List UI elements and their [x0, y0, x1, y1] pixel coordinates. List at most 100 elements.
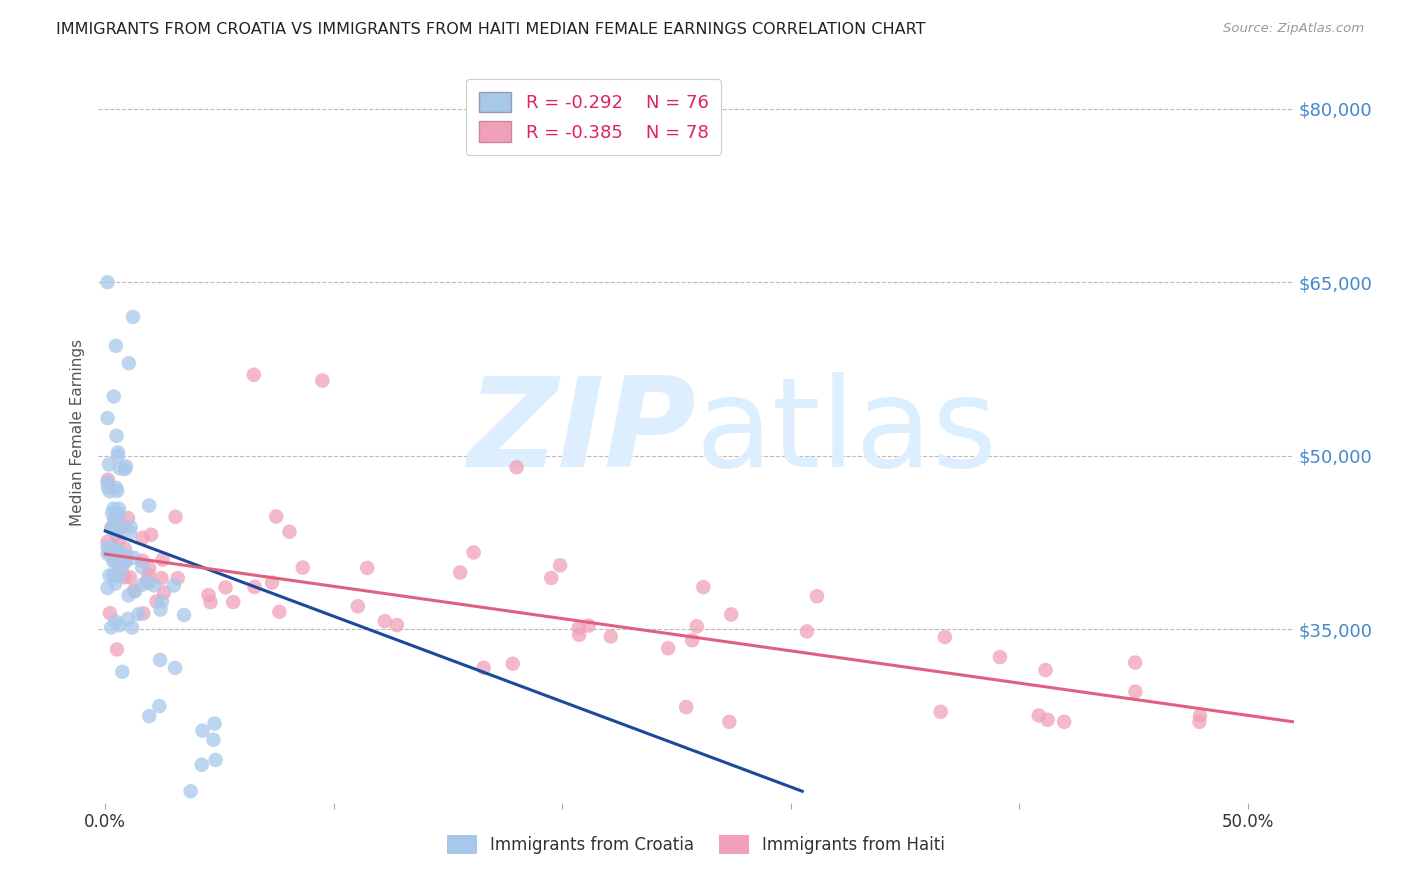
Point [103, 568, 125, 582]
Point [100, 620, 122, 634]
Point [120, 520, 142, 534]
Point [548, 558, 571, 573]
Point [204, 753, 226, 767]
Point [149, 653, 172, 667]
Point [108, 461, 131, 475]
Point [806, 589, 828, 603]
Point [145, 594, 167, 608]
Point [105, 481, 128, 495]
Point [472, 661, 495, 675]
Point [173, 607, 195, 622]
Point [101, 507, 124, 521]
Point [1188, 708, 1211, 723]
Point [1123, 656, 1146, 670]
Point [128, 607, 150, 621]
Point [131, 554, 153, 568]
Point [260, 575, 283, 590]
Point [104, 524, 127, 539]
Point [107, 569, 129, 583]
Point [118, 525, 141, 540]
Point [266, 509, 288, 524]
Point [117, 589, 139, 603]
Point [131, 578, 153, 592]
Point [121, 621, 143, 635]
Point [197, 588, 219, 602]
Point [463, 545, 485, 559]
Point [98, 546, 121, 560]
Point [163, 578, 186, 592]
Point [934, 630, 956, 644]
Point [97, 458, 120, 472]
Point [374, 614, 396, 628]
Point [202, 732, 225, 747]
Point [356, 561, 378, 575]
Point [114, 462, 136, 476]
Point [163, 661, 186, 675]
Point [97, 540, 120, 554]
Point [108, 508, 131, 522]
Point [138, 561, 160, 575]
Point [110, 521, 132, 535]
Point [148, 699, 170, 714]
Point [111, 560, 134, 574]
Point [105, 483, 128, 498]
Point [1028, 708, 1050, 723]
Point [243, 580, 266, 594]
Text: atlas: atlas [696, 372, 998, 493]
Point [191, 723, 214, 738]
Point [104, 576, 127, 591]
Point [718, 714, 741, 729]
Point [214, 581, 236, 595]
Point [166, 571, 188, 585]
Point [505, 460, 527, 475]
Point [117, 511, 139, 525]
Point [165, 509, 187, 524]
Point [105, 543, 128, 558]
Point [103, 523, 125, 537]
Point [578, 618, 600, 632]
Point [540, 571, 562, 585]
Point [1035, 663, 1057, 677]
Point [103, 541, 125, 555]
Point [107, 543, 129, 558]
Point [98, 568, 121, 582]
Point [107, 449, 129, 463]
Point [97, 411, 120, 425]
Point [98, 484, 121, 499]
Point [110, 561, 132, 575]
Point [114, 555, 136, 569]
Point [149, 602, 172, 616]
Point [1036, 713, 1059, 727]
Point [138, 499, 160, 513]
Point [1125, 684, 1147, 698]
Point [104, 615, 127, 629]
Point [131, 560, 153, 574]
Point [112, 519, 135, 533]
Point [138, 568, 160, 582]
Point [675, 700, 697, 714]
Text: Source: ZipAtlas.com: Source: ZipAtlas.com [1223, 22, 1364, 36]
Point [97, 473, 120, 487]
Point [269, 605, 291, 619]
Point [150, 571, 173, 585]
Point [117, 612, 139, 626]
Point [681, 633, 703, 648]
Point [150, 595, 173, 609]
Point [104, 516, 127, 531]
Point [105, 507, 128, 521]
Point [101, 520, 124, 534]
Point [104, 554, 127, 568]
Point [112, 549, 135, 564]
Point [988, 650, 1011, 665]
Point [97, 275, 120, 289]
Point [114, 554, 136, 568]
Point [124, 584, 146, 599]
Legend: Immigrants from Croatia, Immigrants from Haiti: Immigrants from Croatia, Immigrants from… [440, 829, 952, 861]
Point [243, 368, 266, 382]
Text: ZIP: ZIP [467, 372, 696, 493]
Point [692, 580, 714, 594]
Point [105, 429, 128, 443]
Point [122, 550, 145, 565]
Point [107, 533, 129, 547]
Point [118, 570, 141, 584]
